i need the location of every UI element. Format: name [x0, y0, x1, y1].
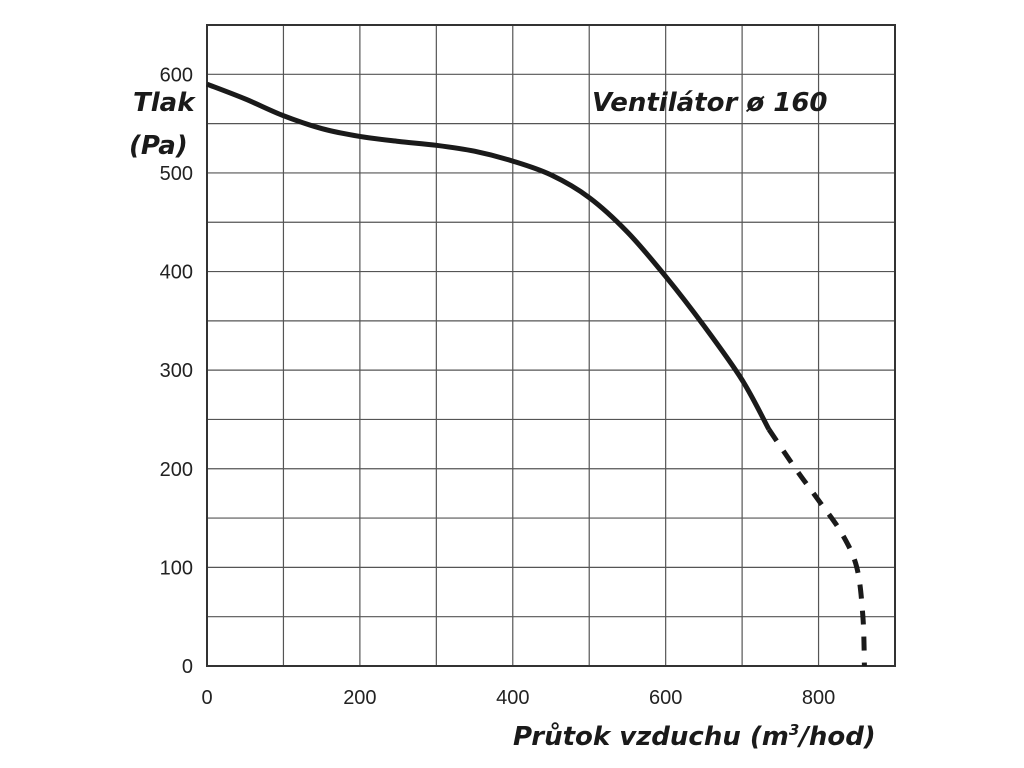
x-tick-label: 400: [496, 687, 529, 709]
x-tick-label: 800: [802, 687, 835, 709]
y-axis-title-line1: Tlak: [133, 88, 196, 118]
y-tick-label: 300: [160, 360, 193, 382]
x-tick-label: 200: [343, 687, 376, 709]
y-tick-label: 100: [160, 557, 193, 579]
plot-frame: [206, 24, 896, 667]
x-axis-title-suffix: /hod): [796, 722, 875, 752]
curve-layer: [206, 81, 867, 667]
y-tick-label: 600: [160, 64, 193, 86]
fan-curve-dashed-segment: [766, 427, 867, 667]
tick-labels: 0 200 400 600 800 0 100 200 300 400 500 600: [160, 64, 836, 709]
x-axis-title-prefix: Průtok vzduchu (m: [513, 721, 789, 752]
y-tick-label: 400: [160, 262, 193, 284]
chart-title: Ventilátor ø 160: [592, 88, 828, 118]
x-tick-label: 600: [649, 687, 682, 709]
x-axis-title-sup: 3: [789, 721, 799, 739]
y-tick-label: 0: [182, 656, 193, 678]
grid-lines: [207, 25, 895, 666]
y-tick-label: 500: [160, 163, 193, 185]
y-tick-label: 200: [160, 459, 193, 481]
x-tick-label: 0: [201, 687, 212, 709]
fan-curve-solid-segment: [206, 81, 772, 431]
y-axis-title-line2: (Pa): [129, 131, 188, 161]
x-axis-title: Průtok vzduchu (m3/hod): [513, 721, 876, 752]
